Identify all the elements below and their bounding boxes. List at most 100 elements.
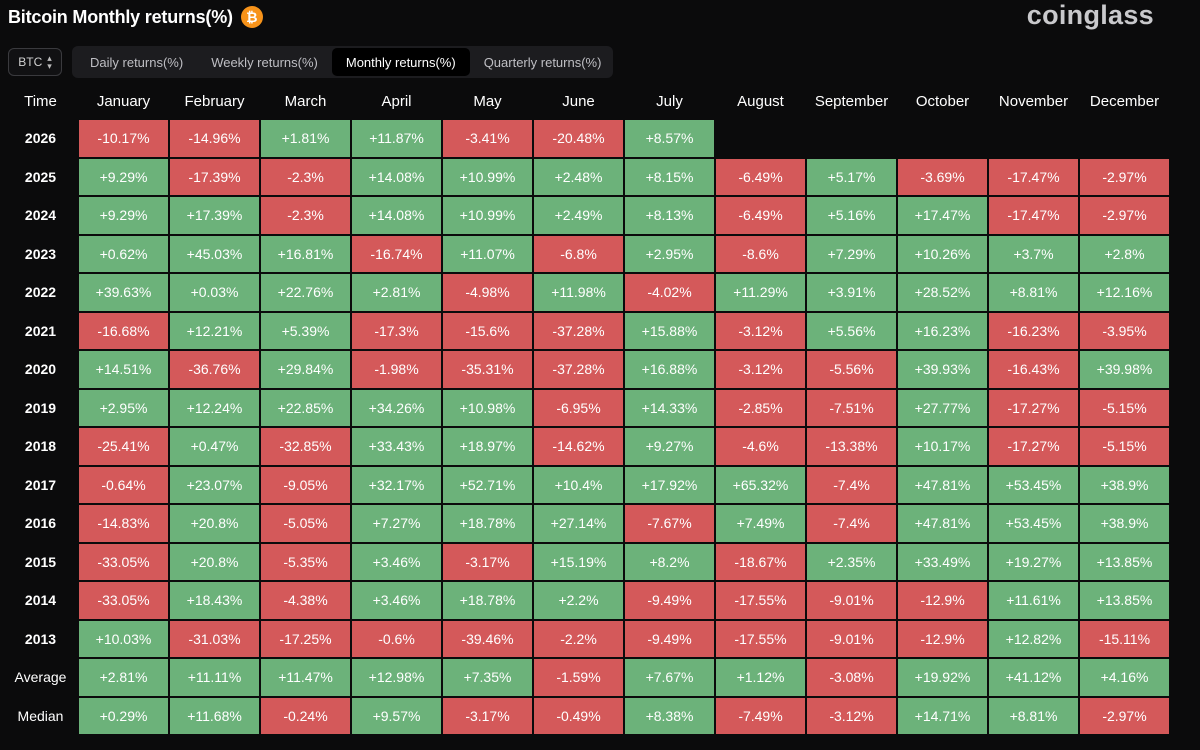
tab-monthly-returns[interactable]: Monthly returns(%) bbox=[331, 48, 470, 76]
return-cell: +52.71% bbox=[443, 466, 532, 503]
return-cell: +10.17% bbox=[898, 428, 987, 465]
return-cell: +27.14% bbox=[534, 505, 623, 542]
return-cell: -16.43% bbox=[989, 351, 1078, 388]
row-label: 2020 bbox=[24, 361, 57, 378]
title-row: Bitcoin Monthly returns(%) ₿ bbox=[8, 4, 263, 30]
year-row-2021: 2021 -16.68% +12.21% +5.39% -17.3% -15.6% -37.… bbox=[4, 312, 1169, 349]
return-cell: -4.6% bbox=[716, 428, 805, 465]
return-cell: +12.82% bbox=[989, 620, 1078, 657]
returns-table: Time January February March April May June July… bbox=[2, 82, 1171, 736]
return-cell: +8.81% bbox=[989, 697, 1078, 734]
row-label: 2018 bbox=[24, 438, 57, 455]
return-cell: +9.29% bbox=[79, 197, 168, 234]
return-cell: +3.91% bbox=[807, 274, 896, 311]
column-header-october: October bbox=[915, 92, 970, 110]
return-cell: -17.55% bbox=[716, 582, 805, 619]
return-cell: +22.85% bbox=[261, 389, 350, 426]
page-title: Bitcoin Monthly returns(%) bbox=[8, 6, 233, 27]
return-cell: +8.2% bbox=[625, 543, 714, 580]
return-cell: +0.62% bbox=[79, 235, 168, 272]
return-cell: -14.83% bbox=[79, 505, 168, 542]
return-cell: +29.84% bbox=[261, 351, 350, 388]
return-cell: +9.57% bbox=[352, 697, 441, 734]
empty-cell bbox=[989, 120, 1078, 157]
return-cell: +38.9% bbox=[1080, 505, 1169, 542]
return-cell: +17.92% bbox=[625, 466, 714, 503]
return-cell: -17.39% bbox=[170, 158, 259, 195]
return-cell: +1.12% bbox=[716, 659, 805, 696]
year-row-2024: 2024 +9.29% +17.39% -2.3% +14.08% +10.99% +2.4… bbox=[4, 197, 1169, 234]
row-label: Average bbox=[14, 669, 67, 686]
empty-cell bbox=[898, 120, 987, 157]
return-cell: -2.3% bbox=[261, 197, 350, 234]
empty-cell bbox=[1080, 120, 1169, 157]
return-cell: +17.47% bbox=[898, 197, 987, 234]
return-cell: +8.13% bbox=[625, 197, 714, 234]
return-cell: +53.45% bbox=[989, 466, 1078, 503]
return-cell: +0.03% bbox=[170, 274, 259, 311]
return-cell: +2.8% bbox=[1080, 235, 1169, 272]
return-cell: +7.35% bbox=[443, 659, 532, 696]
return-cell: +11.11% bbox=[170, 659, 259, 696]
return-cell: -12.9% bbox=[898, 620, 987, 657]
return-cell: +65.32% bbox=[716, 466, 805, 503]
return-cell: -2.2% bbox=[534, 620, 623, 657]
return-cell: -3.95% bbox=[1080, 312, 1169, 349]
return-cell: -9.49% bbox=[625, 620, 714, 657]
return-cell: -6.8% bbox=[534, 235, 623, 272]
year-row-2013: 2013 +10.03% -31.03% -17.25% -0.6% -39.46% -2.… bbox=[4, 620, 1169, 657]
return-cell: -8.6% bbox=[716, 235, 805, 272]
tab-daily-returns[interactable]: Daily returns(%) bbox=[90, 54, 184, 70]
year-row-2015: 2015 -33.05% +20.8% -5.35% +3.46% -3.17% +15.1… bbox=[4, 543, 1169, 580]
return-cell: -9.01% bbox=[807, 620, 896, 657]
return-cell: +11.47% bbox=[261, 659, 350, 696]
return-cell: +7.49% bbox=[716, 505, 805, 542]
asset-select[interactable]: BTC ▴ ▾ bbox=[8, 48, 62, 76]
tab-weekly-returns[interactable]: Weekly returns(%) bbox=[211, 54, 318, 70]
column-header-march: March bbox=[284, 92, 327, 110]
return-cell: -16.23% bbox=[989, 312, 1078, 349]
return-cell: -0.6% bbox=[352, 620, 441, 657]
return-cell: -9.49% bbox=[625, 582, 714, 619]
return-cell: -3.08% bbox=[807, 659, 896, 696]
return-cell: -5.15% bbox=[1080, 428, 1169, 465]
return-cell: -1.98% bbox=[352, 351, 441, 388]
return-cell: -14.62% bbox=[534, 428, 623, 465]
return-cell: -3.12% bbox=[807, 697, 896, 734]
return-cell: +7.29% bbox=[807, 235, 896, 272]
row-label: 2026 bbox=[24, 130, 57, 147]
return-cell: +7.67% bbox=[625, 659, 714, 696]
column-header-june: June bbox=[562, 92, 595, 110]
return-cell: +19.92% bbox=[898, 659, 987, 696]
return-cell: -32.85% bbox=[261, 428, 350, 465]
return-cell: +14.08% bbox=[352, 158, 441, 195]
year-row-2019: 2019 +2.95% +12.24% +22.85% +34.26% +10.98% -6… bbox=[4, 389, 1169, 426]
return-cell: +15.88% bbox=[625, 312, 714, 349]
return-cell: -3.17% bbox=[443, 697, 532, 734]
return-cell: +14.51% bbox=[79, 351, 168, 388]
tab-quarterly-returns[interactable]: Quarterly returns(%) bbox=[483, 54, 602, 70]
year-row-2022: 2022 +39.63% +0.03% +22.76% +2.81% -4.98% +11.… bbox=[4, 274, 1169, 311]
return-cell: +10.4% bbox=[534, 466, 623, 503]
table-header-row: Time January February March April May June July… bbox=[4, 84, 1169, 118]
return-cell: +8.57% bbox=[625, 120, 714, 157]
year-row-2020: 2020 +14.51% -36.76% +29.84% -1.98% -35.31% -3… bbox=[4, 351, 1169, 388]
return-cell: -5.15% bbox=[1080, 389, 1169, 426]
row-label: Median bbox=[17, 707, 64, 724]
return-cell: -13.38% bbox=[807, 428, 896, 465]
column-header-time: Time bbox=[24, 92, 57, 110]
return-cell: -1.59% bbox=[534, 659, 623, 696]
year-row-2018: 2018 -25.41% +0.47% -32.85% +33.43% +18.97% -1… bbox=[4, 428, 1169, 465]
return-cell: +5.39% bbox=[261, 312, 350, 349]
return-cell: +10.26% bbox=[898, 235, 987, 272]
return-cell: +23.07% bbox=[170, 466, 259, 503]
row-label: 2015 bbox=[24, 553, 57, 570]
coinglass-logo[interactable]: coinglass bbox=[1026, 0, 1154, 30]
return-cell: -15.6% bbox=[443, 312, 532, 349]
return-cell: +5.56% bbox=[807, 312, 896, 349]
return-cell: -9.05% bbox=[261, 466, 350, 503]
column-header-december: December bbox=[1089, 92, 1160, 110]
return-cell: +17.39% bbox=[170, 197, 259, 234]
return-cell: +47.81% bbox=[898, 466, 987, 503]
return-cell: +3.46% bbox=[352, 582, 441, 619]
